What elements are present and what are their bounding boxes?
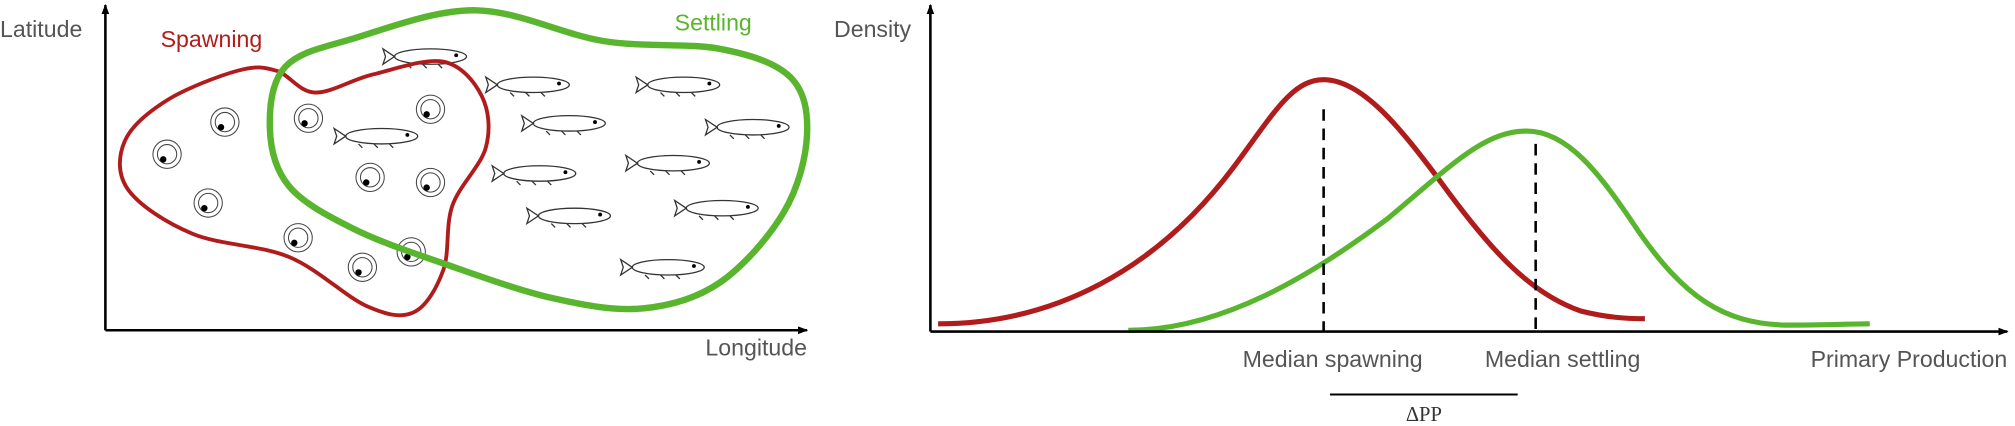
y-axis-label: Density xyxy=(834,16,912,42)
fish-tail xyxy=(624,153,639,173)
egg xyxy=(152,139,182,169)
fish-eye xyxy=(776,124,781,128)
egg xyxy=(283,223,313,253)
egg-inner xyxy=(287,227,309,248)
egg-embryo xyxy=(217,124,225,131)
fish-fins xyxy=(509,92,546,97)
settling-label: Settling xyxy=(675,10,752,36)
median-spawning-label: Median spawning xyxy=(1243,346,1423,372)
fish-fins xyxy=(644,274,681,280)
fish-fins xyxy=(545,130,582,136)
fish-tail xyxy=(634,75,649,95)
fish-fins xyxy=(698,215,735,221)
egg-inner xyxy=(198,192,219,214)
egg-inner xyxy=(298,108,319,129)
fish-tail xyxy=(525,206,540,226)
spawning-area xyxy=(117,59,491,318)
fish-tail xyxy=(484,75,499,95)
fish-tail xyxy=(704,117,719,137)
egg xyxy=(210,107,240,137)
fish-tail xyxy=(332,126,347,146)
egg-embryo xyxy=(201,204,208,212)
fish-fins xyxy=(516,180,552,186)
egg xyxy=(193,188,223,218)
fish-eye xyxy=(745,204,750,209)
egg xyxy=(347,252,378,282)
fish-eye xyxy=(454,53,459,58)
organism-icons xyxy=(152,47,790,282)
spawning-label: Spawning xyxy=(161,26,263,52)
egg-embryo xyxy=(423,184,430,191)
egg xyxy=(415,167,446,198)
egg-embryo xyxy=(301,120,308,127)
fish-fins xyxy=(550,223,587,228)
right-panel: Density Primary Production Median spawni… xyxy=(834,3,2009,426)
fish-fins xyxy=(729,134,766,140)
x-axis-label: Primary Production xyxy=(1811,346,2008,372)
left-panel: Latitude Longitude Spawning Settling xyxy=(0,3,811,361)
egg-embryo xyxy=(423,111,430,118)
y-axis-label: Latitude xyxy=(0,16,82,42)
fish-tail xyxy=(381,47,396,66)
fish-eye xyxy=(557,81,561,86)
fish-eye xyxy=(707,81,712,86)
egg xyxy=(415,94,446,124)
fish-tail xyxy=(520,114,535,133)
settling-curve xyxy=(1128,128,1870,333)
fish-eye xyxy=(405,133,410,137)
egg-inner xyxy=(420,99,441,120)
fish-tail xyxy=(619,258,634,277)
difference-label: ΔPP xyxy=(1406,404,1442,426)
egg xyxy=(293,103,324,133)
fish-eye xyxy=(697,159,702,164)
egg-embryo xyxy=(404,253,411,261)
egg-embryo xyxy=(159,156,167,163)
egg xyxy=(396,237,426,267)
fish-fins xyxy=(649,170,686,176)
egg-embryo xyxy=(355,269,362,276)
fish-eye xyxy=(563,170,568,175)
spawning-curve xyxy=(938,77,1645,327)
egg xyxy=(355,162,385,192)
x-axis-label: Longitude xyxy=(705,335,807,361)
fish-tail xyxy=(490,164,505,183)
egg-inner xyxy=(420,172,441,193)
fish-fins xyxy=(660,92,696,97)
settling-area xyxy=(266,7,811,313)
fish-eye xyxy=(593,120,597,125)
egg-inner xyxy=(156,144,178,165)
egg-inner xyxy=(352,257,373,278)
fish-tail xyxy=(673,198,688,218)
egg-embryo xyxy=(291,239,298,247)
fish-eye xyxy=(692,264,696,268)
median-settling-label: Median settling xyxy=(1485,346,1641,372)
fish-eye xyxy=(598,212,603,217)
egg-embryo xyxy=(363,179,370,186)
egg-inner xyxy=(214,111,236,133)
fish-fins xyxy=(358,143,394,149)
egg-inner xyxy=(359,167,381,188)
